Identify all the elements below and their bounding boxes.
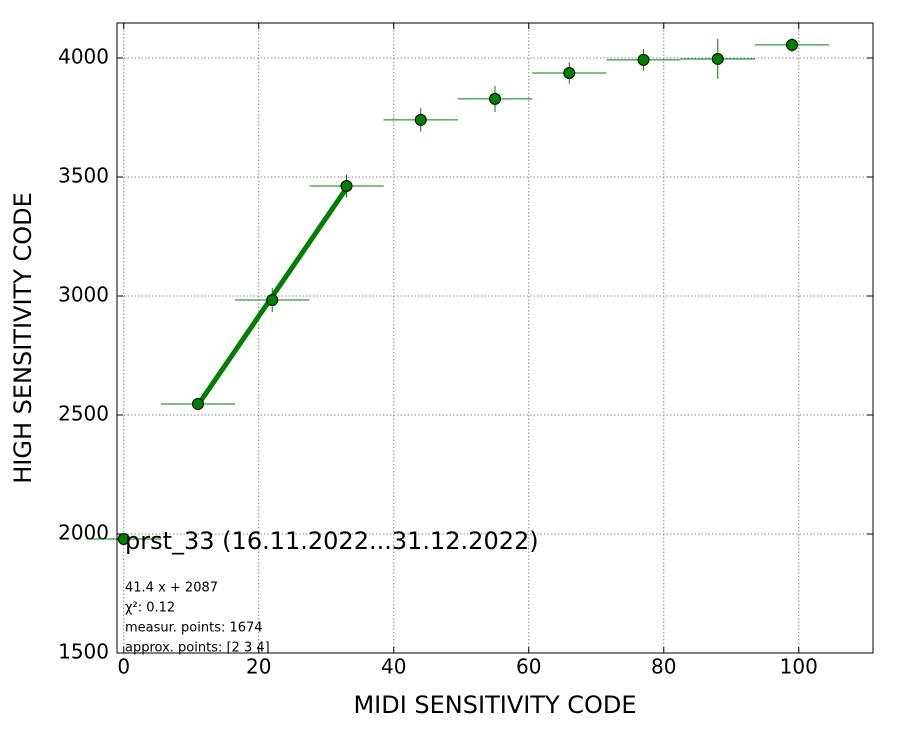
annotation: approx. points: [2 3 4]: [125, 641, 270, 656]
x-tick-label: 40: [381, 655, 406, 679]
x-tick-label: 80: [651, 655, 676, 679]
y-tick-label: 3500: [58, 163, 109, 187]
x-axis-label: MIDI SENSITIVITY CODE: [353, 691, 636, 719]
data-point: [192, 398, 204, 411]
chart-title: prst_33 (16.11.2022...31.12.2022): [125, 527, 539, 555]
data-point: [414, 113, 427, 126]
annotation: 41.4 x + 2087: [125, 581, 218, 596]
data-point: [786, 38, 798, 51]
y-tick-label: 3000: [58, 282, 109, 306]
data-point: [711, 52, 724, 65]
data-point: [489, 92, 501, 105]
annotation: χ²: 0.12: [125, 601, 175, 616]
data-point: [117, 532, 130, 545]
y-tick-label: 2500: [58, 401, 109, 425]
data-point: [563, 66, 576, 79]
x-tick-label: 20: [246, 655, 271, 679]
x-tick-label: 100: [780, 655, 818, 679]
data-point: [266, 294, 279, 307]
annotation: measur. points: 1674: [125, 621, 263, 636]
data-point: [637, 53, 650, 66]
y-tick-label: 2000: [58, 520, 109, 544]
x-tick-label: 0: [117, 655, 130, 679]
x-tick-label: 60: [516, 655, 541, 679]
data-point: [340, 180, 353, 193]
plot-frame: [116, 22, 874, 654]
y-tick-label: 4000: [58, 44, 109, 68]
y-tick-label: 1500: [58, 640, 109, 664]
y-axis-label: HIGH SENSITIVITY CODE: [9, 192, 37, 484]
